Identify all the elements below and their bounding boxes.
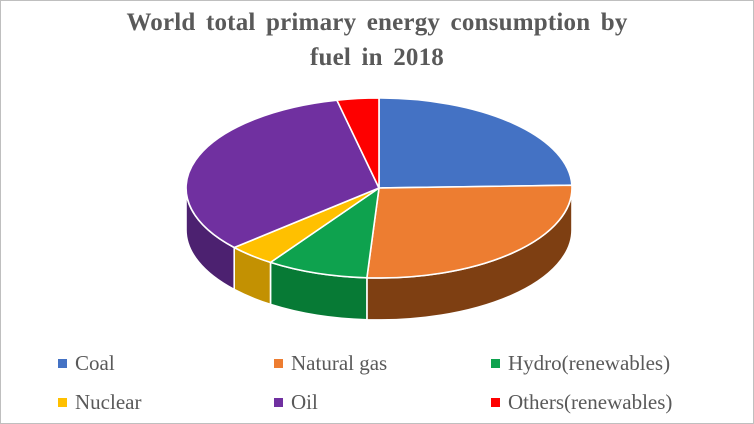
legend-marker-natural-gas — [274, 359, 283, 368]
legend-label-oil: Oil — [291, 389, 318, 414]
legend-item-coal[interactable]: Coal — [58, 350, 115, 376]
chart-title-line2: fuel in 2018 — [309, 44, 445, 71]
legend-item-natural-gas[interactable]: Natural gas — [274, 350, 387, 376]
pie-slice-natural-gas[interactable] — [366, 184, 573, 279]
legend-label-hydro: Hydro(renewables) — [508, 350, 671, 375]
pie-slice-hydro-renewables[interactable] — [269, 187, 380, 279]
legend-marker-nuclear — [58, 398, 67, 407]
legend-item-others[interactable]: Others(renewables) — [491, 389, 672, 415]
legend-item-oil[interactable]: Oil — [274, 389, 318, 415]
legend-marker-coal — [58, 359, 67, 368]
legend-label-nuclear: Nuclear — [75, 389, 142, 414]
chart-title: World total primary energy consumption b… — [1, 5, 753, 75]
legend-label-others: Others(renewables) — [508, 389, 673, 414]
pie-slice-oil[interactable] — [185, 99, 380, 249]
pie-slice-coal[interactable] — [378, 97, 573, 189]
legend-item-nuclear[interactable]: Nuclear — [58, 389, 141, 415]
legend-marker-others — [491, 398, 500, 407]
legend-item-hydro[interactable]: Hydro(renewables) — [491, 350, 670, 376]
legend-marker-oil — [274, 398, 283, 407]
legend-marker-hydro — [491, 359, 500, 368]
legend-label-coal: Coal — [75, 350, 115, 375]
legend-label-natural-gas: Natural gas — [291, 350, 388, 375]
chart-title-line1: World total primary energy consumption b… — [126, 9, 628, 36]
pie-slice-others-renewables[interactable] — [336, 97, 380, 189]
